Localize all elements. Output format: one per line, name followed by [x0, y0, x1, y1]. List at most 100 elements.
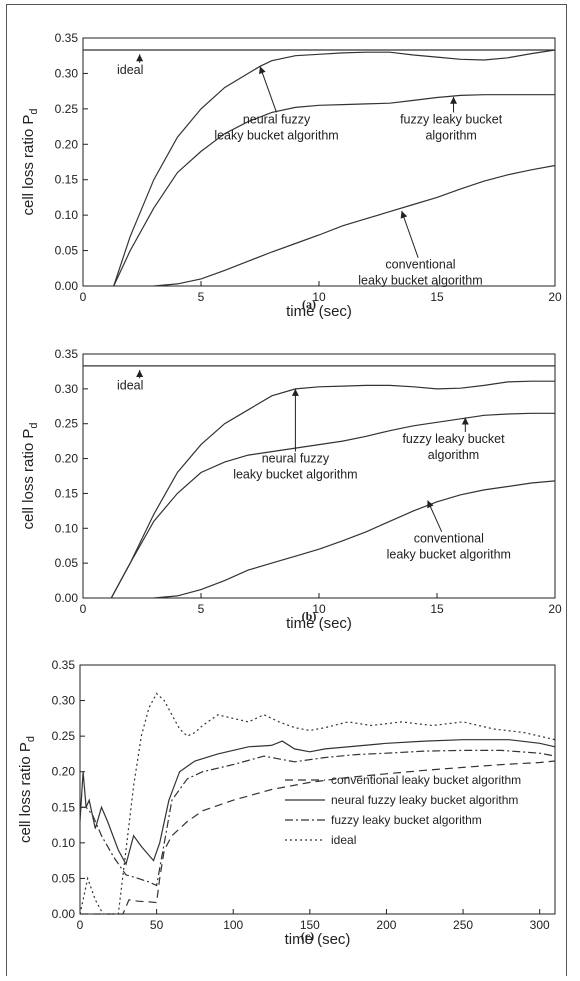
- y-axis-label: cell loss ratio Pd: [17, 736, 37, 843]
- annotation-3: fuzzy leaky bucket algorithm: [402, 417, 505, 462]
- y-tick-label: 0.00: [55, 591, 79, 605]
- x-tick-label: 20: [548, 290, 562, 304]
- y-axis-label: cell loss ratio Pd: [20, 109, 40, 216]
- series-line-2: [79, 739, 556, 866]
- annotation-text: neural fuzzy: [243, 112, 311, 126]
- annotation-arrow-head: [291, 388, 299, 396]
- annotation-arrow-head: [461, 417, 469, 425]
- annotation-4: conventional leaky bucket algorithm: [387, 500, 511, 562]
- y-tick-label: 0.10: [52, 836, 76, 850]
- annotation-2: neural fuzzy leaky bucket algorithm: [214, 66, 339, 142]
- annotation-text: conventional: [414, 532, 484, 546]
- annotation-text: leaky bucket algorithm: [358, 274, 482, 288]
- x-tick-label: 200: [376, 918, 396, 932]
- panel-caption: (b): [302, 609, 317, 623]
- annotation-1: ideal: [117, 370, 143, 392]
- y-tick-label: 0.30: [55, 382, 79, 396]
- x-tick-label: 0: [77, 918, 84, 932]
- y-tick-label: 0.30: [55, 66, 79, 80]
- panel-caption: (c): [301, 929, 314, 943]
- legend-label: conventional leaky bucket algorithm: [331, 773, 521, 787]
- y-tick-label: 0.25: [55, 102, 79, 116]
- series-line-3: [110, 412, 555, 599]
- plot-area: [82, 37, 556, 287]
- legend: conventional leaky bucket algorithm neura…: [285, 773, 521, 847]
- annotation-arrow-line: [259, 66, 277, 113]
- annotation-2: neural fuzzy leaky bucket algorithm: [233, 388, 358, 482]
- y-tick-label: 0.05: [52, 871, 76, 885]
- y-tick-label: 0.15: [55, 173, 79, 187]
- annotation-text: leaky bucket algorithm: [214, 128, 338, 142]
- annotation-text: fuzzy leaky bucket: [400, 112, 503, 126]
- annotation-text: fuzzy leaky bucket: [402, 432, 505, 446]
- figure-frame: [6, 4, 567, 976]
- annotation-1: ideal: [117, 54, 143, 77]
- x-tick-label: 5: [198, 290, 205, 304]
- annotation-arrow-head: [450, 96, 458, 104]
- x-tick-label: 100: [223, 918, 243, 932]
- y-tick-label: 0.35: [55, 347, 79, 361]
- y-tick-label: 0.10: [55, 521, 79, 535]
- y-tick-label: 0.20: [55, 452, 79, 466]
- x-tick-label: 0: [80, 290, 87, 304]
- x-tick-label: 10: [312, 290, 326, 304]
- x-tick-label: 0: [80, 602, 87, 616]
- series-line-4: [79, 692, 556, 915]
- y-tick-label: 0.30: [52, 694, 76, 708]
- legend-label: neural fuzzy leaky bucket algorithm: [331, 793, 518, 807]
- y-tick-label: 0.00: [55, 279, 79, 293]
- x-tick-label: 15: [430, 602, 444, 616]
- x-tick-label: 300: [530, 918, 550, 932]
- y-tick-label: 0.35: [55, 31, 79, 45]
- y-axis-label: cell loss ratio Pd: [20, 423, 40, 530]
- legend-label: fuzzy leaky bucket algorithm: [331, 813, 482, 827]
- chart-panel-2: 0.00 0.05 0.10 0.15 0.20 0.25 0.30 0.35 0 5 10 15 20…: [20, 347, 562, 632]
- x-tick-label: 5: [198, 602, 205, 616]
- y-tick-label: 0.05: [55, 556, 79, 570]
- annotation-arrow-head: [400, 210, 408, 219]
- panel-caption: (a): [302, 297, 316, 311]
- series-line-2: [113, 49, 556, 287]
- annotation-text: neural fuzzy: [262, 452, 330, 466]
- annotation-3: fuzzy leaky bucket algorithm: [400, 96, 503, 142]
- annotation-arrow-line: [401, 210, 419, 258]
- series-line-3: [113, 94, 555, 287]
- y-tick-label: 0.25: [55, 417, 79, 431]
- annotation-4: conventional leaky bucket algorithm: [358, 210, 483, 288]
- annotation-arrow-head: [136, 370, 144, 378]
- annotation-text: ideal: [117, 378, 143, 392]
- annotation-text: leaky bucket algorithm: [387, 548, 511, 562]
- series-line-3: [80, 749, 556, 887]
- chart-panel-1: 0.00 0.05 0.10 0.15 0.20 0.25 0.30 0.35 0 5 10 15 20…: [20, 31, 562, 320]
- annotation-arrow-head: [259, 66, 266, 75]
- y-tick-label: 0.35: [52, 658, 76, 672]
- y-tick-label: 0.15: [52, 800, 76, 814]
- x-axis-label: time (sec): [286, 303, 352, 320]
- y-tick-label: 0.25: [52, 729, 76, 743]
- x-tick-label: 20: [548, 602, 562, 616]
- x-tick-label: 250: [453, 918, 473, 932]
- series-line-4: [153, 480, 556, 599]
- x-tick-label: 15: [430, 290, 444, 304]
- annotation-text: conventional: [385, 258, 455, 272]
- plot-area: [79, 664, 556, 915]
- x-tick-label: 150: [300, 918, 320, 932]
- y-tick-label: 0.20: [55, 137, 79, 151]
- chart-panel-3: 0.00 0.05 0.10 0.15 0.20 0.25 0.30 0.35 0 50 100 15…: [17, 658, 556, 948]
- legend-label: ideal: [331, 833, 356, 847]
- x-axis-label: time (sec): [285, 931, 351, 948]
- series-line-1: [80, 760, 556, 915]
- x-tick-label: 50: [150, 918, 164, 932]
- annotation-arrow-head: [136, 54, 144, 62]
- annotation-arrow-head: [427, 500, 434, 509]
- annotation-text: algorithm: [425, 128, 476, 142]
- y-tick-label: 0.20: [52, 765, 76, 779]
- y-tick-label: 0.05: [55, 244, 79, 258]
- y-tick-label: 0.00: [52, 907, 76, 921]
- series-line-2: [110, 380, 555, 599]
- x-axis-label: time (sec): [286, 615, 352, 632]
- y-tick-label: 0.15: [55, 486, 79, 500]
- series-line-4: [153, 164, 556, 287]
- annotation-text: leaky bucket algorithm: [233, 468, 357, 482]
